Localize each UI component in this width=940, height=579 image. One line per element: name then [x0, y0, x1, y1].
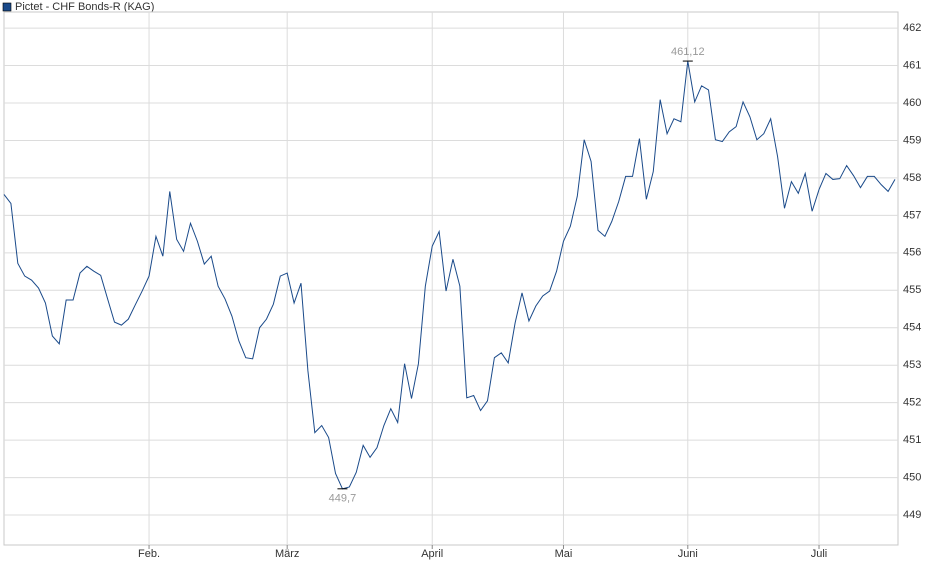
y-tick-label: 462	[903, 22, 921, 34]
plot-area	[3, 11, 899, 546]
y-tick-label: 459	[903, 134, 921, 146]
x-tick-label: April	[421, 548, 443, 560]
y-tick-label: 453	[903, 359, 921, 371]
x-tick-label: Mai	[555, 548, 573, 560]
y-tick-label: 458	[903, 172, 921, 184]
y-tick-label: 449	[903, 509, 921, 521]
x-tick-label: Juni	[678, 548, 698, 560]
y-tick-label: 460	[903, 97, 921, 109]
y-tick-label: 452	[903, 397, 921, 409]
y-tick-label: 455	[903, 284, 921, 296]
y-tick-label: 456	[903, 247, 921, 259]
x-tick-label: Juli	[811, 548, 828, 560]
legend-label: Pictet - CHF Bonds-R (KAG)	[15, 1, 154, 13]
x-tick-label: März	[275, 548, 299, 560]
y-tick-label: 457	[903, 209, 921, 221]
y-tick-label: 450	[903, 471, 921, 483]
y-tick-label: 461	[903, 59, 921, 71]
annotation-label: 461,12	[671, 46, 705, 58]
legend-swatch	[2, 2, 12, 12]
y-tick-label: 451	[903, 434, 921, 446]
line	[3, 60, 896, 490]
x-tick-label: Feb.	[138, 548, 160, 560]
y-tick-label: 454	[903, 322, 921, 334]
annotation-label: 449,7	[329, 493, 357, 505]
